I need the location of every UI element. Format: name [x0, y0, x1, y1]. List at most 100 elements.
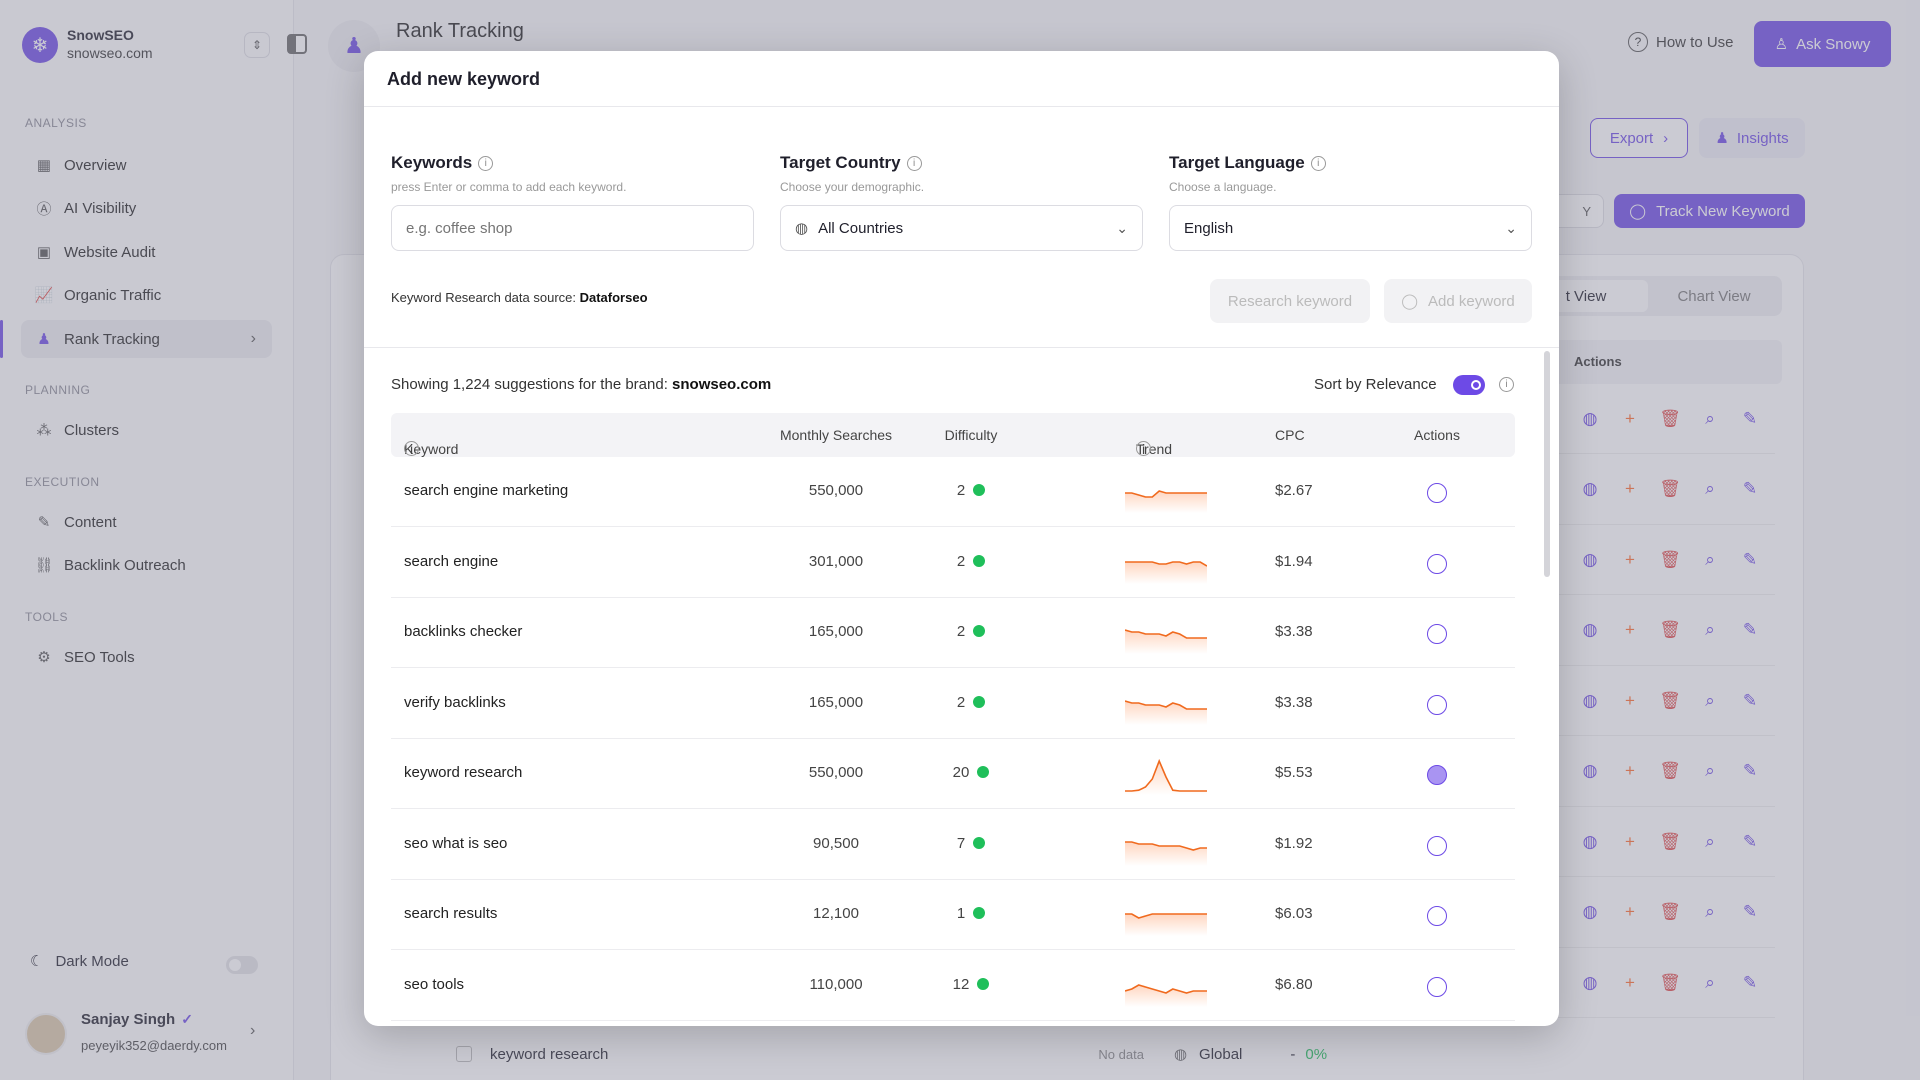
keyword-cell: keyword research — [490, 1045, 609, 1063]
trash-icon[interactable]: 🗑 — [1659, 761, 1681, 780]
globe-icon[interactable]: ◍ — [1582, 408, 1598, 428]
sidebar-item-ai-visibility[interactable]: Ⓐ AI Visibility — [21, 189, 272, 227]
info-icon[interactable]: i — [906, 155, 922, 171]
trash-icon[interactable]: 🗑 — [1659, 479, 1681, 498]
country-label-row: Target Country i — [780, 153, 922, 173]
add-suggestion-radio[interactable] — [1427, 976, 1447, 997]
change-cell: - — [1290, 1045, 1296, 1063]
plus-icon[interactable]: + — [1625, 972, 1635, 992]
plus-icon[interactable]: + — [1625, 690, 1635, 710]
sidebar-item-label: Website Audit — [64, 243, 156, 261]
research-keyword-button[interactable]: Research keyword — [1210, 279, 1370, 323]
trash-icon[interactable]: 🗑 — [1659, 549, 1681, 569]
sidebar-item-clusters[interactable]: ⁂ Clusters — [21, 411, 272, 449]
plus-icon[interactable]: + — [1625, 620, 1635, 639]
language-select[interactable]: English ⌄ — [1169, 205, 1532, 251]
sidebar-item-overview[interactable]: ▦ Overview — [21, 146, 272, 184]
add-suggestion-radio[interactable] — [1427, 765, 1447, 785]
edit-icon[interactable]: ✎ — [1742, 620, 1758, 639]
search-icon[interactable]: ⌕ — [1705, 972, 1715, 992]
search-icon[interactable]: ⌕ — [1705, 831, 1715, 851]
dark-mode-toggle[interactable] — [226, 956, 258, 974]
add-suggestion-radio[interactable] — [1427, 835, 1447, 856]
sidebar-item-rank-tracking[interactable]: ♟ Rank Tracking › — [21, 320, 272, 358]
search-icon[interactable]: ⌕ — [1705, 620, 1715, 639]
keywords-input[interactable] — [391, 205, 754, 251]
info-icon[interactable]: i — [1310, 155, 1326, 171]
globe-icon[interactable]: ◍ — [1582, 761, 1598, 780]
edit-icon[interactable]: ✎ — [1742, 972, 1758, 992]
info-icon[interactable]: i — [1499, 377, 1514, 392]
plus-icon[interactable]: + — [1625, 761, 1635, 780]
add-suggestion-radio[interactable] — [1427, 483, 1447, 503]
edit-icon[interactable]: ✎ — [1742, 761, 1758, 780]
sidebar-item-website-audit[interactable]: ▣ Website Audit — [21, 233, 272, 271]
avatar[interactable] — [25, 1013, 67, 1055]
sidebar-item-seo-tools[interactable]: ⚙ SEO Tools — [21, 638, 272, 676]
project-switcher-button[interactable]: ⇕ — [244, 32, 270, 58]
trash-icon[interactable]: 🗑 — [1659, 831, 1681, 851]
trash-icon[interactable]: 🗑 — [1659, 972, 1681, 992]
add-suggestion-radio[interactable] — [1427, 553, 1447, 574]
trend-line — [1125, 913, 1207, 919]
add-suggestion-radio[interactable] — [1427, 624, 1447, 644]
sort-relevance-toggle[interactable] — [1453, 375, 1485, 395]
add-suggestion-radio[interactable] — [1427, 906, 1447, 926]
difficulty-dot — [973, 554, 986, 567]
track-new-keyword-button[interactable]: ◯ Track New Keyword — [1614, 194, 1805, 228]
trash-icon[interactable]: 🗑 — [1659, 690, 1681, 710]
collapse-sidebar-icon[interactable] — [287, 34, 307, 54]
tab-chart-view[interactable]: Chart View — [1677, 287, 1751, 305]
edit-icon[interactable]: ✎ — [1742, 408, 1758, 428]
modal-scrollbar[interactable] — [1544, 351, 1550, 577]
sidebar-item-organic-traffic[interactable]: 📈 Organic Traffic — [21, 276, 272, 314]
sidebar-item-backlink-outreach[interactable]: ⛓ Backlink Outreach — [21, 546, 272, 584]
plus-icon[interactable]: + — [1625, 408, 1635, 428]
search-icon[interactable]: ⌕ — [1705, 761, 1715, 780]
trend-sparkline — [1125, 983, 1207, 1007]
trend-area — [1125, 561, 1207, 584]
user-menu-chevron-icon[interactable]: › — [250, 1022, 256, 1039]
difficulty-value: 7 — [956, 834, 966, 852]
how-to-use-link[interactable]: ? How to Use — [1628, 32, 1734, 52]
plus-icon[interactable]: + — [1625, 831, 1635, 851]
trash-icon[interactable]: 🗑 — [1659, 620, 1681, 639]
edit-icon[interactable]: ✎ — [1742, 831, 1758, 851]
info-icon[interactable]: i — [478, 155, 494, 171]
info-icon[interactable]: i — [404, 441, 419, 457]
trash-icon[interactable]: 🗑 — [1659, 408, 1681, 428]
info-icon[interactable]: i — [1136, 441, 1151, 457]
plus-icon[interactable]: + — [1625, 549, 1635, 569]
plus-icon[interactable]: + — [1625, 479, 1635, 498]
search-icon[interactable]: ⌕ — [1705, 549, 1715, 569]
globe-icon[interactable]: ◍ — [1582, 831, 1598, 851]
country-select[interactable]: ◍ All Countries ⌄ — [780, 205, 1143, 251]
view-toggle: t View Chart View — [1520, 276, 1782, 316]
export-button[interactable]: Export › — [1590, 118, 1688, 158]
add-keyword-button[interactable]: ◯ Add keyword — [1384, 279, 1532, 323]
search-icon[interactable]: ⌕ — [1705, 690, 1715, 710]
search-icon[interactable]: ⌕ — [1705, 408, 1715, 428]
edit-icon[interactable]: ✎ — [1742, 902, 1758, 921]
row-checkbox[interactable] — [456, 1046, 472, 1062]
ask-snowy-button[interactable]: ♙ Ask Snowy — [1754, 21, 1891, 67]
keyword-cell: search engine marketing — [404, 482, 569, 499]
edit-icon[interactable]: ✎ — [1742, 549, 1758, 569]
edit-icon[interactable]: ✎ — [1742, 690, 1758, 710]
globe-icon[interactable]: ◍ — [1582, 972, 1598, 992]
insights-button[interactable]: ♟ Insights — [1699, 118, 1805, 158]
search-icon[interactable]: ⌕ — [1705, 479, 1715, 498]
globe-icon[interactable]: ◍ — [1582, 902, 1598, 921]
snowflake-logo-icon: ❄ — [22, 27, 58, 63]
sidebar-item-content[interactable]: ✎ Content — [21, 503, 272, 541]
globe-icon[interactable]: ◍ — [1582, 620, 1598, 639]
edit-icon[interactable]: ✎ — [1742, 479, 1758, 498]
globe-icon[interactable]: ◍ — [1582, 690, 1598, 710]
search-icon[interactable]: ⌕ — [1705, 902, 1715, 921]
globe-icon[interactable]: ◍ — [1582, 549, 1598, 569]
difficulty-dot — [973, 484, 986, 496]
trash-icon[interactable]: 🗑 — [1659, 902, 1681, 921]
plus-icon[interactable]: + — [1625, 902, 1635, 921]
globe-icon[interactable]: ◍ — [1582, 479, 1598, 498]
add-suggestion-radio[interactable] — [1427, 694, 1447, 715]
